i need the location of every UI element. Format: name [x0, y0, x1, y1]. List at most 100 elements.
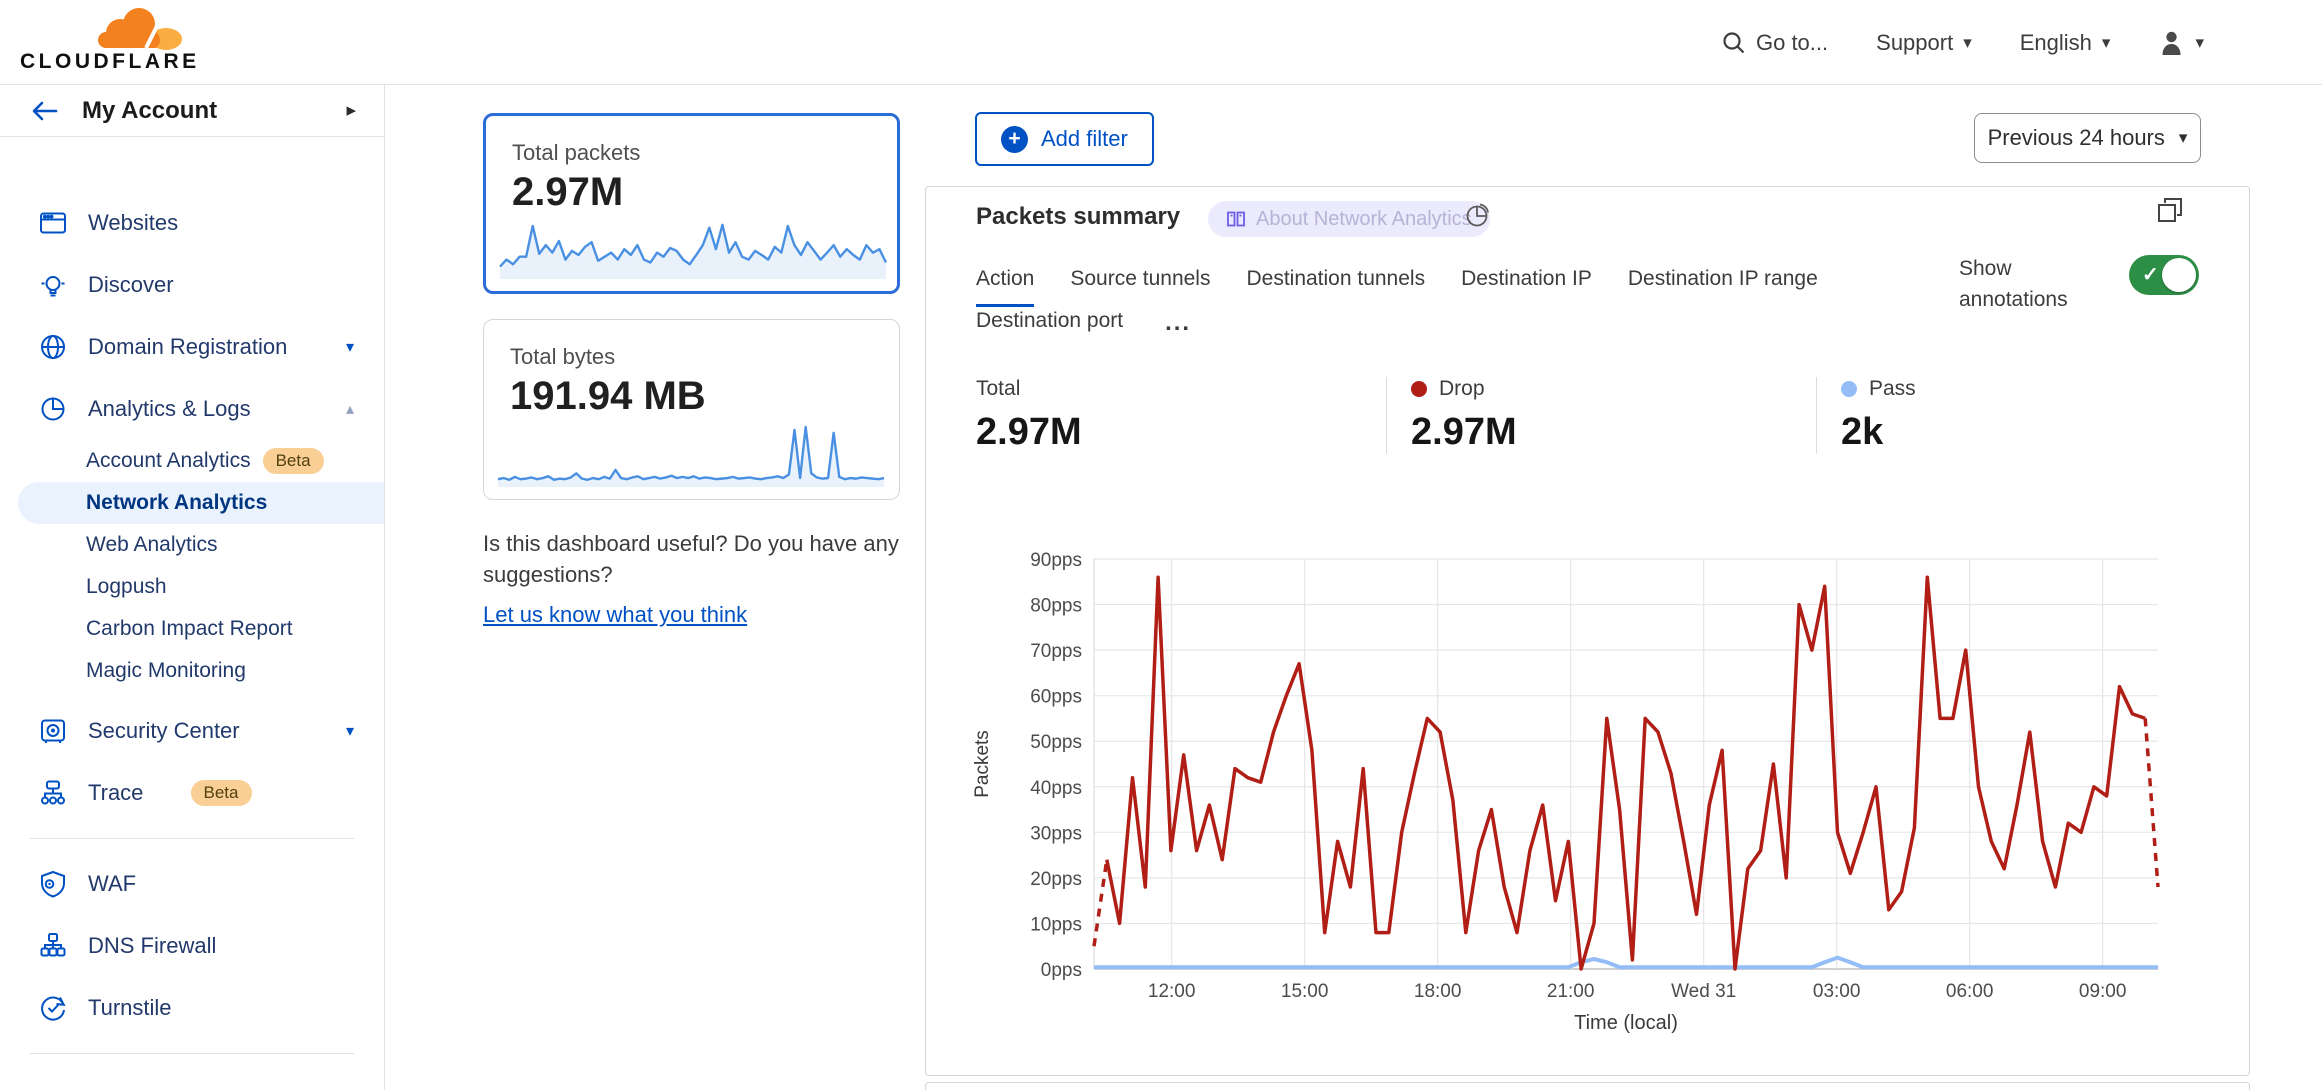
card-value: 2.97M — [512, 170, 624, 214]
svg-text:60pps: 60pps — [1030, 687, 1082, 708]
sidebar-item-domain-registration[interactable]: Domain Registration ▾ — [0, 316, 384, 378]
sidebar-item-trace[interactable]: Trace Beta — [0, 762, 384, 824]
chevron-down-icon: ▾ — [1963, 32, 1972, 52]
sidebar-item-account-analytics[interactable]: Account Analytics Beta — [0, 440, 384, 482]
tab-destination-ip-range[interactable]: Destination IP range — [1627, 267, 1818, 290]
toggle-knob — [2162, 258, 2196, 292]
stat-label: Drop — [1439, 377, 1485, 400]
svg-text:10pps: 10pps — [1030, 914, 1082, 935]
stats-row: Total 2.97M Drop 2.97M Pass 2k — [976, 377, 2206, 454]
chevron-down-icon: ▾ — [2101, 32, 2111, 52]
check-circle-icon — [41, 996, 66, 1021]
goto-search[interactable]: Go to... — [1722, 30, 1828, 56]
support-menu[interactable]: Support ▾ — [1876, 30, 1972, 56]
stat-label: Pass — [1869, 377, 1916, 400]
sidebar-item-waf[interactable]: WAF — [0, 853, 384, 915]
chevron-up-icon: ▴ — [345, 401, 354, 418]
stat-value: 2.97M — [976, 411, 1082, 453]
svg-text:12:00: 12:00 — [1148, 981, 1196, 1002]
pie-chart-icon — [41, 397, 65, 421]
svg-text:90pps: 90pps — [1030, 550, 1082, 571]
check-icon: ✓ — [2142, 264, 2159, 286]
topbar-actions: Go to... Support ▾ English ▾ ▾ — [1722, 0, 2204, 85]
sidebar-item-label: Security Center — [88, 718, 240, 743]
time-range-label: Previous 24 hours — [1987, 125, 2165, 150]
cloudflare-logo: CLOUDFLARE — [20, 4, 196, 82]
packets-chart-wrap: 0pps 10pps 20pps 30pps 40pps 50pps 60pps 70pps 8… — [946, 539, 2236, 1039]
sidebar-item-carbon-impact-report[interactable]: Carbon Impact Report — [0, 608, 384, 650]
sidebar-item-network-analytics[interactable]: Network Analytics — [18, 482, 384, 524]
security-safe-icon — [41, 719, 65, 743]
time-range-dropdown[interactable]: Previous 24 hours ▾ — [1974, 113, 2201, 163]
feedback-link[interactable]: Let us know what you think — [483, 602, 748, 627]
plus-icon: + — [1001, 125, 1028, 153]
tab-destination-tunnels[interactable]: Destination tunnels — [1246, 267, 1426, 290]
chevron-right-icon[interactable]: ▸ — [346, 100, 356, 121]
stat-total: Total 2.97M — [976, 377, 1386, 454]
expand-panel-icon[interactable] — [2155, 195, 2185, 225]
search-icon — [1723, 31, 1745, 53]
pass-legend-dot — [1841, 381, 1857, 397]
stat-label: Total — [976, 377, 1021, 400]
svg-text:70pps: 70pps — [1030, 641, 1082, 662]
panel-title: Packets summary — [976, 203, 1181, 230]
svg-text:50pps: 50pps — [1030, 732, 1082, 753]
feedback-block: Is this dashboard useful? Do you have an… — [483, 528, 935, 630]
packets-summary-panel: Packets summary About Network Analytics … — [925, 186, 2250, 1076]
globe-icon — [41, 335, 65, 359]
sidebar-item-label: Websites — [88, 210, 179, 235]
back-arrow-icon[interactable] — [30, 99, 60, 123]
sidebar-item-web-analytics[interactable]: Web Analytics — [0, 524, 384, 566]
about-badge-label: About Network Analytics — [1256, 207, 1472, 230]
dimension-tabs-row2: Destination port ... — [976, 309, 1191, 346]
sidebar: My Account ▸ Websites Discover Domain Re… — [0, 85, 385, 1090]
sidebar-item-label: Analytics & Logs — [88, 396, 251, 421]
language-menu[interactable]: English ▾ — [2020, 30, 2111, 56]
sidebar-item-websites[interactable]: Websites — [0, 192, 384, 254]
user-menu[interactable]: ▾ — [2158, 29, 2204, 56]
svg-text:20pps: 20pps — [1030, 869, 1082, 890]
sidebar-item-label: Discover — [88, 272, 174, 297]
packets-chart: 0pps 10pps 20pps 30pps 40pps 50pps 60pps 70pps 8… — [972, 550, 2160, 1034]
sidebar-item-dns-firewall[interactable]: DNS Firewall — [0, 915, 384, 977]
sidebar-item-label: Account Analytics — [86, 449, 251, 472]
sidebar-item-partial[interactable] — [0, 1068, 384, 1090]
show-annotations-toggle[interactable]: ✓ — [2129, 255, 2199, 295]
tab-destination-port[interactable]: Destination port — [976, 309, 1124, 332]
beta-badge: Beta — [262, 448, 324, 474]
trace-tree-icon — [41, 780, 65, 805]
book-icon — [1227, 211, 1245, 227]
chart-type-pie-icon[interactable] — [1464, 201, 1492, 229]
beta-badge: Beta — [190, 780, 252, 806]
card-label: Total packets — [512, 140, 641, 165]
total-bytes-card[interactable]: Total bytes 191.94 MB — [483, 319, 900, 500]
sidebar-item-label: Web Analytics — [86, 533, 218, 556]
tab-destination-ip[interactable]: Destination IP — [1461, 267, 1592, 290]
sidebar-item-magic-monitoring[interactable]: Magic Monitoring — [0, 650, 384, 692]
total-packets-card[interactable]: Total packets 2.97M — [483, 113, 900, 294]
sidebar-item-security-center[interactable]: Security Center ▾ — [0, 700, 384, 762]
sidebar-item-label: Turnstile — [88, 995, 172, 1020]
add-filter-button[interactable]: + Add filter — [975, 112, 1154, 166]
user-icon — [2162, 31, 2181, 55]
more-tabs-button[interactable]: ... — [1165, 308, 1192, 336]
rays-icon — [38, 1084, 68, 1090]
chevron-down-icon: ▾ — [345, 339, 354, 356]
sidebar-item-label: Carbon Impact Report — [86, 617, 293, 640]
svg-text:40pps: 40pps — [1030, 778, 1082, 799]
sidebar-item-discover[interactable]: Discover — [0, 254, 384, 316]
svg-text:Time (local): Time (local) — [1574, 1012, 1678, 1034]
language-label: English — [2019, 29, 2092, 55]
svg-text:18:00: 18:00 — [1414, 981, 1462, 1002]
sidebar-item-label: Magic Monitoring — [86, 659, 246, 682]
sidebar-item-analytics-logs[interactable]: Analytics & Logs ▴ — [0, 378, 384, 440]
tab-action[interactable]: Action — [976, 267, 1035, 307]
hierarchy-icon — [40, 933, 66, 957]
account-header: My Account ▸ — [0, 85, 384, 137]
svg-text:80pps: 80pps — [1030, 596, 1082, 617]
sidebar-item-turnstile[interactable]: Turnstile — [0, 977, 384, 1039]
sidebar-item-logpush[interactable]: Logpush — [0, 566, 384, 608]
tab-source-tunnels[interactable]: Source tunnels — [1070, 267, 1211, 290]
support-label: Support — [1876, 29, 1954, 55]
about-network-analytics-badge[interactable]: About Network Analytics — [1208, 201, 1490, 237]
